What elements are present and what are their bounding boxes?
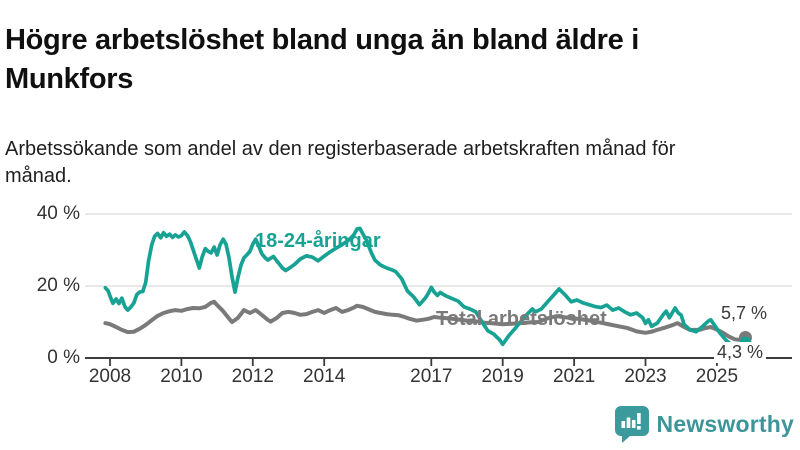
bar-chart-speech-bubble-icon <box>614 406 649 443</box>
x-axis-tick-label: 2025 <box>695 366 739 387</box>
y-axis-tick-label: 0 % <box>47 347 80 368</box>
x-axis-tick-label: 2010 <box>160 366 203 387</box>
x-axis-tick-label: 2023 <box>624 366 667 387</box>
series-line-total <box>103 299 748 342</box>
x-axis-tick-label: 2012 <box>231 366 274 387</box>
x-axis-tick-label: 2021 <box>552 366 596 387</box>
x-axis-tick-label: 2017 <box>410 366 453 387</box>
chart-subtitle: Arbetssökande som andel av den registerb… <box>5 138 676 187</box>
x-axis-tick-label: 2019 <box>481 366 524 387</box>
series-label-18-24-aringar: 18-24-åringar <box>255 230 381 252</box>
newsworthy-wordmark: Newsworthy <box>656 410 794 437</box>
x-axis-tick-label: 2008 <box>88 366 132 387</box>
x-axis-tick-label: 2014 <box>303 366 346 387</box>
newsworthy-logo: Newsworthy <box>614 405 794 443</box>
y-axis-tick-label: 20 % <box>36 275 80 296</box>
y-axis-tick-label: 40 % <box>36 203 80 224</box>
page-title: Högre arbetslöshet bland unga än bland ä… <box>5 24 639 95</box>
series-line-youth <box>103 226 748 349</box>
end-value-label-total: 5,7 % <box>721 303 768 323</box>
end-value-label-youth: 4,3 % <box>714 342 767 363</box>
series-label-total-arbetsloshet: Total arbetslöshet <box>436 308 607 330</box>
